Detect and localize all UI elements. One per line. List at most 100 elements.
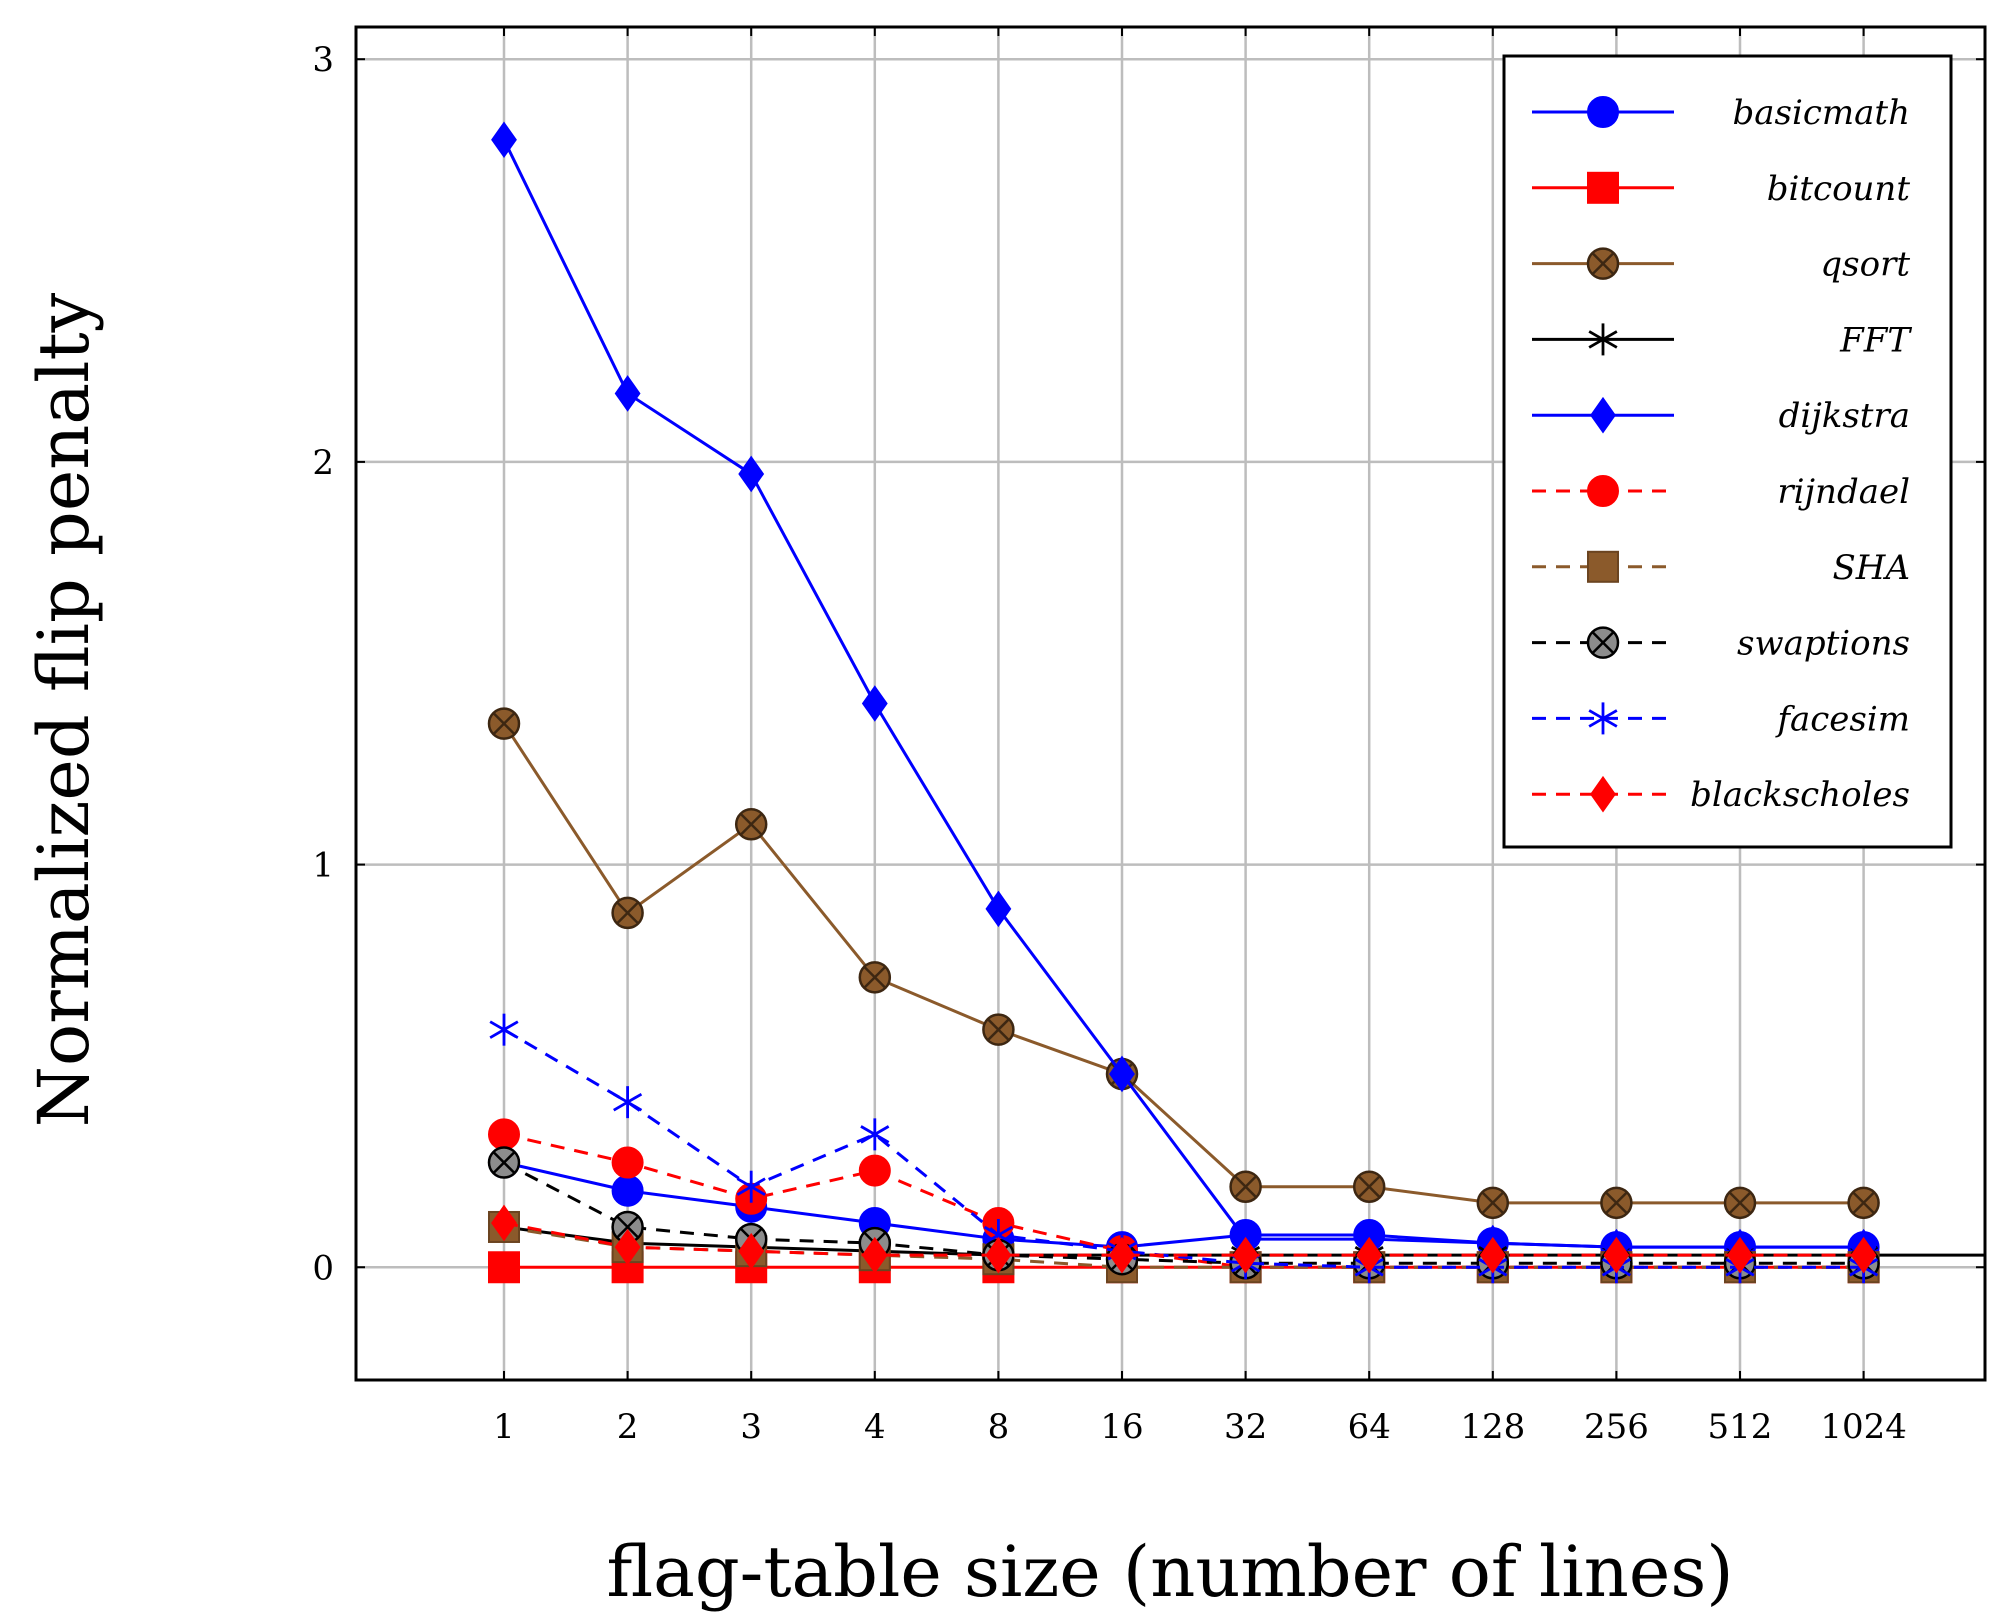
x-tick-label: 8: [988, 1407, 1010, 1447]
legend-swatch-marker: [1586, 247, 1620, 280]
data-point-blackscholes: [1603, 1236, 1630, 1274]
legend-swatch-marker: [1587, 475, 1619, 507]
data-point-qsort: [1847, 1186, 1880, 1220]
y-tick-label: 3: [312, 40, 334, 80]
x-tick-label: 4: [864, 1407, 886, 1447]
data-point-facesim: [613, 1086, 643, 1119]
legend-entry-bitcount: bitcount: [1532, 169, 1910, 209]
data-point-qsort: [1600, 1186, 1633, 1220]
series-blackscholes: [491, 1204, 1877, 1274]
data-point-blackscholes: [985, 1236, 1012, 1274]
data-point-dijkstra: [985, 890, 1012, 928]
data-point-swaptions: [611, 1210, 644, 1244]
series-layer: [487, 121, 1985, 1284]
data-point-basicmath: [611, 1174, 644, 1207]
legend-entry-dijkstra: dijkstra: [1532, 396, 1910, 436]
data-point-blackscholes: [861, 1236, 888, 1274]
data-point-blackscholes: [1109, 1236, 1135, 1274]
legend-entry-rijndael: rijndael: [1532, 472, 1910, 512]
legend-label: SHA: [1833, 548, 1911, 588]
series-line-facesim: [503, 1028, 1864, 1269]
x-tick-label: 3: [740, 1407, 762, 1447]
data-point-qsort: [858, 961, 892, 994]
legend-label: swaptions: [1737, 624, 1910, 664]
data-point-blackscholes: [1356, 1236, 1383, 1274]
legend-label: FFT: [1839, 320, 1912, 360]
data-point-qsort: [1476, 1186, 1510, 1220]
data-point-qsort: [734, 808, 768, 841]
data-point-facesim: [489, 1013, 519, 1046]
legend-swatch-marker: [1587, 96, 1619, 128]
data-point-blackscholes: [738, 1232, 765, 1270]
x-tick-label: 1: [493, 1407, 515, 1447]
data-point-blackscholes: [491, 1204, 517, 1242]
legend-swatch-marker: [1587, 550, 1619, 583]
x-tick-label: 512: [1708, 1407, 1773, 1447]
data-point-facesim: [860, 1118, 890, 1151]
legend-label: dijkstra: [1779, 396, 1910, 436]
series-line-qsort: [502, 722, 1864, 1205]
plot-frame: [354, 25, 1987, 1382]
legend-entry-facesim: facesim: [1532, 699, 1910, 739]
series-line-blackscholes: [503, 1221, 1864, 1257]
x-tick-label: 2: [617, 1407, 639, 1447]
legend-label: facesim: [1774, 699, 1910, 739]
data-point-dijkstra: [614, 375, 641, 412]
x-tick-label: 128: [1460, 1407, 1525, 1447]
x-tick-label: 64: [1348, 1407, 1391, 1447]
x-tick-label: 256: [1584, 1407, 1649, 1447]
y-tick-label: 0: [312, 1248, 334, 1288]
legend-swatch-marker: [1590, 775, 1616, 813]
data-point-swaptions: [487, 1146, 521, 1179]
x-tick-label: 1024: [1820, 1407, 1907, 1447]
data-point-dijkstra: [1109, 1055, 1135, 1093]
series-line-swaptions: [503, 1161, 1864, 1265]
legend-swatch-marker: [1587, 171, 1619, 204]
legend-swatch-marker: [1586, 626, 1620, 659]
data-point-dijkstra: [861, 685, 888, 722]
data-point-qsort: [487, 707, 521, 740]
legend-label: qsort: [1820, 245, 1910, 285]
legend-swatch-marker: [1588, 702, 1618, 735]
y-axis-title: Normalized flip penalty: [23, 292, 105, 1127]
data-point-blackscholes: [614, 1228, 641, 1266]
data-point-dijkstra: [738, 455, 765, 493]
data-point-blackscholes: [1232, 1236, 1259, 1274]
series-facesim: [489, 1013, 1879, 1284]
data-point-facesim: [736, 1170, 766, 1203]
data-point-rijndael: [858, 1154, 891, 1187]
legend: basicmath bitcount qsort FFT dijkstra rijndae…: [1502, 54, 1953, 849]
legend-label: rijndael: [1777, 472, 1910, 512]
data-point-qsort: [1723, 1186, 1757, 1220]
data-point-qsort: [611, 896, 644, 930]
legend-label: blackscholes: [1690, 775, 1910, 815]
y-tick-label: 1: [312, 846, 334, 886]
legend-entry-FFT: FFT: [1532, 320, 1912, 360]
legend-entry-qsort: qsort: [1532, 245, 1910, 285]
legend-swatch-marker: [1590, 396, 1616, 434]
series-line-dijkstra: [502, 139, 1864, 1249]
y-tick-label: 2: [312, 443, 334, 483]
x-axis: 1 2 3 4 8 16 32 64 128 256 512 1024: [493, 27, 1907, 1447]
legend-entry-basicmath: basicmath: [1532, 93, 1910, 133]
data-point-blackscholes: [1727, 1236, 1753, 1274]
legend-swatch-marker: [1588, 323, 1618, 356]
data-point-qsort: [1352, 1170, 1386, 1203]
legend-entry-SHA: SHA: [1532, 548, 1910, 588]
x-axis-title: flag-table size (number of lines): [606, 1531, 1733, 1613]
legend-entry-blackscholes: blackscholes: [1532, 775, 1910, 815]
data-point-bitcount: [488, 1251, 520, 1284]
data-point-rijndael: [611, 1146, 644, 1179]
data-point-qsort: [982, 1013, 1015, 1046]
x-tick-label: 32: [1224, 1407, 1267, 1447]
data-point-qsort: [1229, 1170, 1262, 1203]
data-point-blackscholes: [1479, 1236, 1506, 1274]
legend-label: basicmath: [1733, 93, 1910, 133]
y-axis: 0 1 2 3: [312, 40, 1985, 1288]
data-point-rijndael: [488, 1118, 520, 1151]
legend-entry-swaptions: swaptions: [1532, 624, 1910, 664]
x-tick-label: 16: [1100, 1407, 1143, 1447]
legend-label: bitcount: [1767, 169, 1911, 209]
data-point-blackscholes: [1850, 1236, 1877, 1274]
